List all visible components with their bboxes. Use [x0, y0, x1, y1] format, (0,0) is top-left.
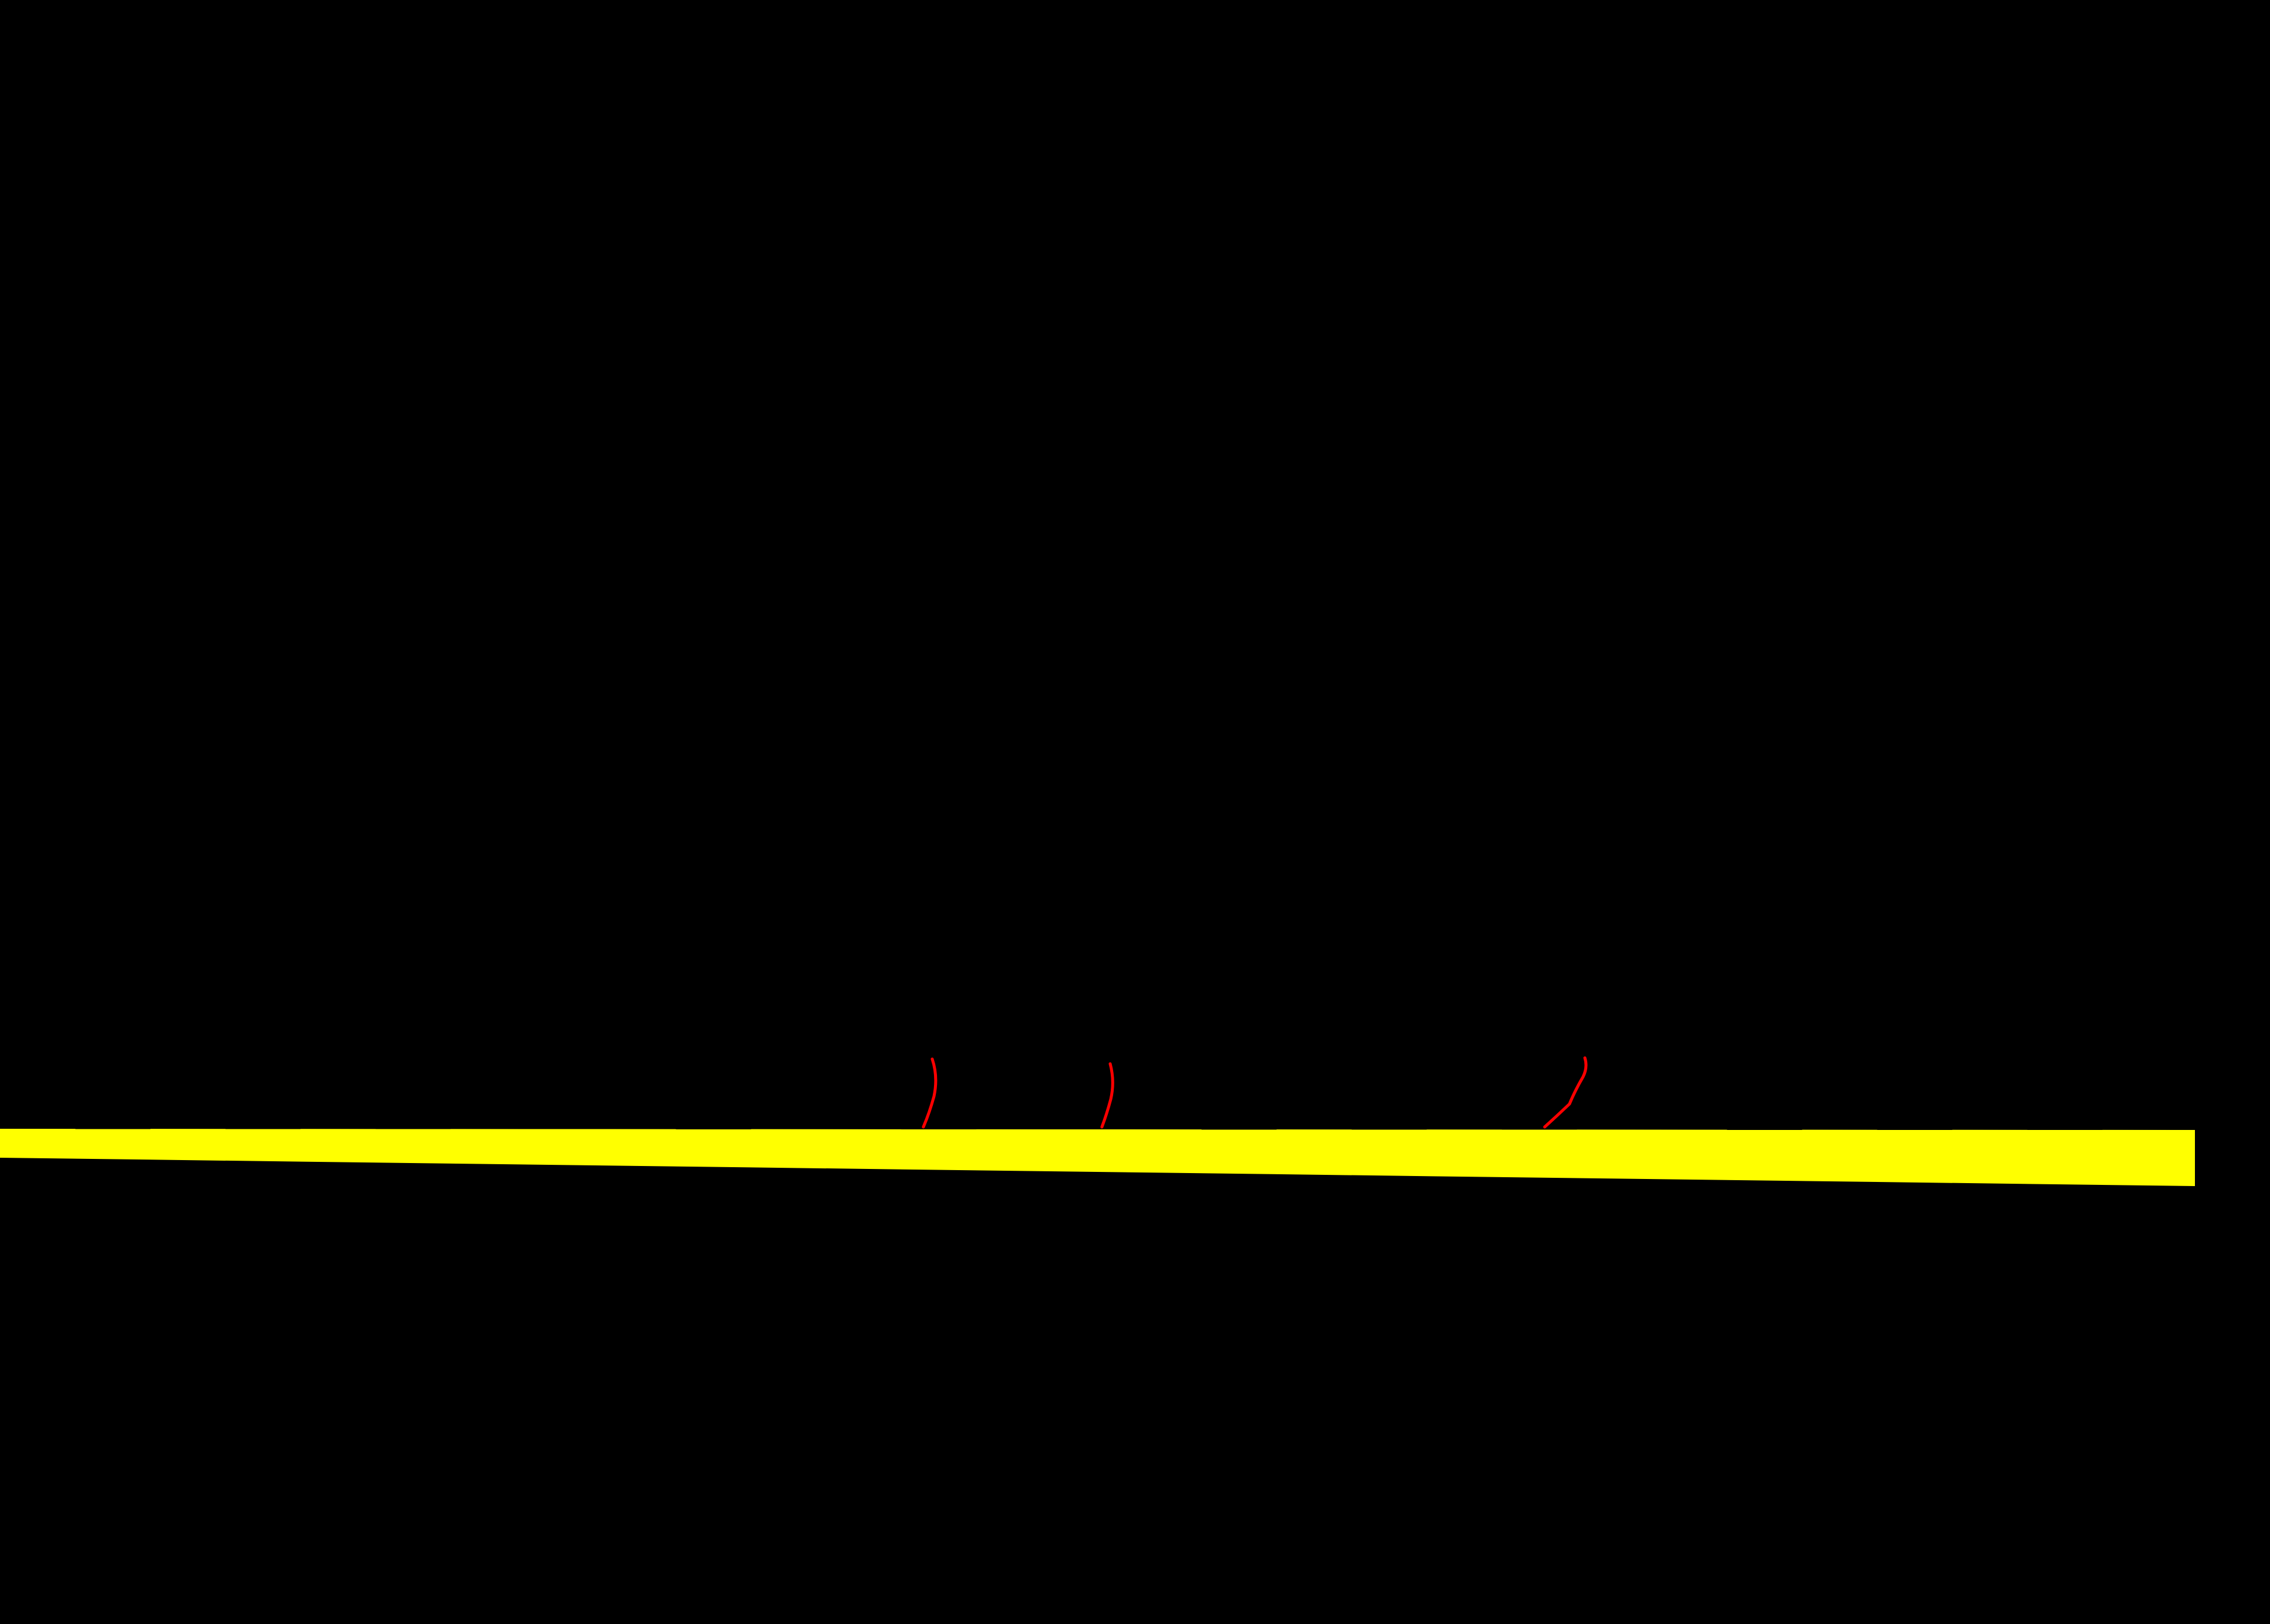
red-curve-1	[922, 1057, 938, 1129]
red-curve-2	[1100, 1062, 1114, 1129]
red-curve-3	[1543, 1056, 1588, 1129]
yellow-ground-band	[0, 1129, 2195, 1186]
